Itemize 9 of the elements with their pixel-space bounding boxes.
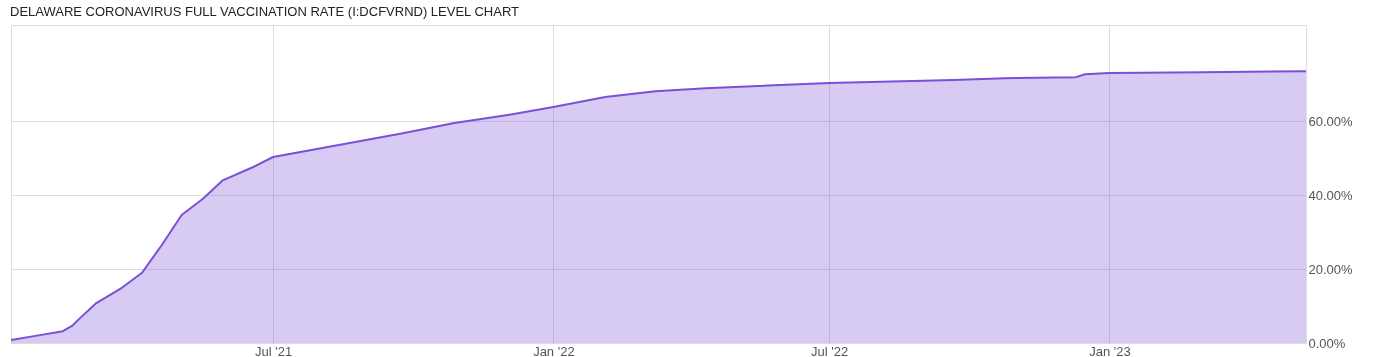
y-tick-label: 60.00% — [1308, 113, 1354, 129]
y-tick-label: 0.00% — [1308, 335, 1346, 351]
chart-title: DELAWARE CORONAVIRUS FULL VACCINATION RATE (I:DCFVRND) LEVEL CHART — [10, 4, 520, 19]
x-tick-label: Jan '23 — [1089, 343, 1131, 357]
y-tick-label: 40.00% — [1308, 187, 1354, 203]
y-tick-label: 20.00% — [1308, 261, 1354, 277]
x-tick-label: Jul '22 — [811, 343, 849, 357]
x-tick-label: Jul '21 — [254, 343, 293, 357]
x-tick-label: Jan '22 — [533, 343, 575, 357]
